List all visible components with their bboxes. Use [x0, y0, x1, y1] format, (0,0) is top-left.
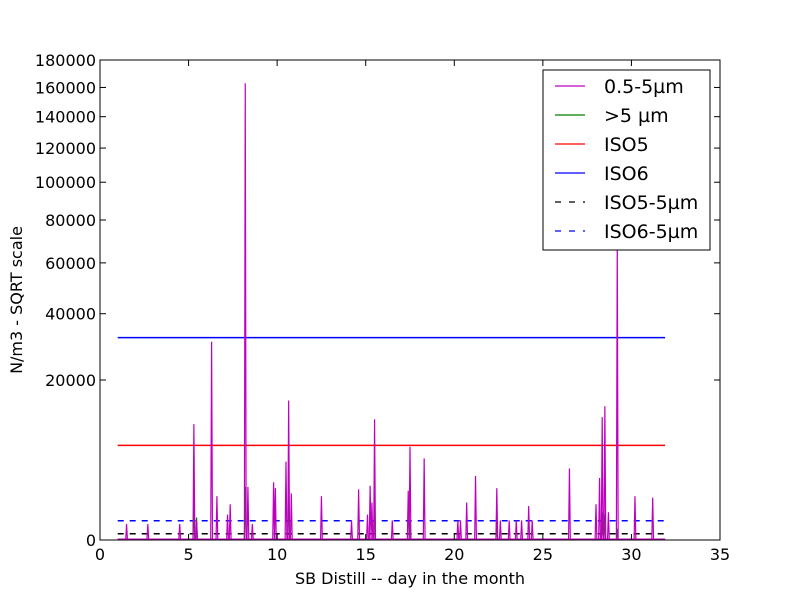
legend-item-gt-5-um: >5 µm: [555, 105, 669, 127]
series-0-5-5um-spike: [243, 83, 247, 541]
series-0-5-5um-spike: [350, 520, 354, 541]
series-0-5-5um-spike: [215, 496, 219, 541]
x-tick-label: 10: [267, 545, 287, 564]
series-0-5-5um-spike: [603, 406, 607, 541]
y-axis-label: N/m3 - SQRT scale: [7, 226, 26, 374]
series-0-5-5um-spike: [319, 496, 323, 541]
series-0-5-5um-spike: [246, 486, 250, 541]
series-0-5-5um-spike: [495, 488, 499, 541]
x-tick-label: 15: [356, 545, 376, 564]
series-0-5-5um-spike: [456, 520, 460, 541]
series-0-5-5um-spike: [192, 424, 196, 541]
series-0-5-5um-spike: [422, 458, 426, 541]
legend-item-iso5: ISO5: [555, 134, 649, 156]
legend-label: >5 µm: [604, 105, 669, 127]
series-0-5-5um-spike: [272, 482, 276, 541]
series-0-5-5um-spike: [366, 514, 369, 541]
series-0-5-5um-spike: [289, 493, 293, 541]
series-0-5-5um-spike: [287, 400, 291, 541]
legend-item-iso6-5um: ISO6-5µm: [555, 221, 698, 243]
legend-item-iso5-5um: ISO5-5µm: [555, 192, 698, 214]
y-tick-label: 0: [86, 531, 96, 550]
y-tick-label: 80000: [45, 211, 96, 230]
x-axis-label: SB Distill -- day in the month: [295, 569, 525, 588]
series-0-5-5um-spike: [498, 520, 502, 541]
legend-item-0-5-5um: 0.5-5µm: [555, 76, 684, 98]
series-0-5-5um-spike: [373, 419, 377, 541]
legend-box: [542, 69, 711, 251]
series-0-5-5um-spike: [527, 506, 531, 541]
x-tick-label: 25: [533, 545, 553, 564]
y-tick-label: 160000: [35, 78, 96, 97]
legend-label: ISO6-5µm: [604, 221, 698, 243]
series-0-5-5um-spike: [408, 446, 412, 541]
series-0-5-5um-spike: [594, 504, 598, 541]
legend-label: ISO5: [604, 134, 649, 156]
y-tick-label: 100000: [35, 173, 96, 192]
x-tick-label: 35: [710, 545, 730, 564]
y-tick-label: 20000: [45, 371, 96, 390]
series-0-5-5um-spike: [651, 497, 655, 541]
plot-area-frame: [99, 59, 721, 541]
x-tick-label: 30: [621, 545, 641, 564]
series-0-5-5um-spike: [600, 417, 604, 541]
series-0-5-5um-spike: [284, 461, 288, 541]
series-0-5-5um-spike: [228, 504, 232, 541]
series-0-5-5um: [117, 83, 666, 541]
y-tick-label: 140000: [35, 108, 96, 127]
series-0-5-5um-spike: [226, 514, 230, 541]
ticks-layer: 0 5 10 15 20 25 30 35 0 20000 40000 60000 80000 10000…: [35, 51, 730, 564]
series-0-5-5um-spike: [606, 512, 610, 541]
series-0-5-5um-spike: [514, 520, 518, 541]
series-0-5-5um-spike: [474, 475, 478, 541]
series-0-5-5um-spike: [633, 496, 637, 541]
series-0-5-5um-spike: [146, 523, 150, 541]
series-0-5-5um-spike: [195, 520, 199, 541]
series-0-5-5um-spike: [530, 520, 534, 541]
series-0-5-5um-spike: [368, 485, 372, 541]
y-tick-label: 180000: [35, 51, 96, 70]
legend: 0.5-5µm >5 µm ISO5 ISO6 ISO5-5µm ISO6-5µm: [542, 69, 711, 251]
legend-label: ISO6: [604, 163, 649, 185]
series-layer: [117, 83, 666, 541]
series-0-5-5um-spike: [465, 502, 469, 541]
series-0-5-5um-spike: [598, 478, 602, 541]
legend-item-iso6: ISO6: [555, 163, 649, 185]
legend-label: ISO5-5µm: [604, 192, 698, 214]
series-0-5-5um-spike: [210, 341, 214, 541]
series-0-5-5um-spike: [520, 520, 524, 541]
series-0-5-5um-spike: [125, 523, 129, 541]
y-tick-label: 120000: [35, 139, 96, 158]
series-0-5-5um-spike: [567, 468, 571, 541]
series-0-5-5um-spike: [459, 520, 462, 541]
legend-label: 0.5-5µm: [604, 76, 684, 98]
x-tick-label: 5: [183, 545, 193, 564]
series-0-5-5um-spike: [357, 489, 361, 541]
series-0-5-5um-spike: [178, 523, 182, 541]
series-0-5-5um-spike: [370, 502, 374, 541]
series-0-5-5um-spike: [250, 523, 254, 541]
series-0-5-5um-spike: [273, 488, 277, 541]
y-tick-label: 60000: [45, 254, 96, 273]
y-tick-label: 40000: [45, 305, 96, 324]
series-0-5-5um-spike: [507, 520, 511, 541]
x-tick-label: 0: [95, 545, 105, 564]
x-tick-label: 20: [444, 545, 464, 564]
series-0-5-5um-spike: [390, 520, 394, 541]
